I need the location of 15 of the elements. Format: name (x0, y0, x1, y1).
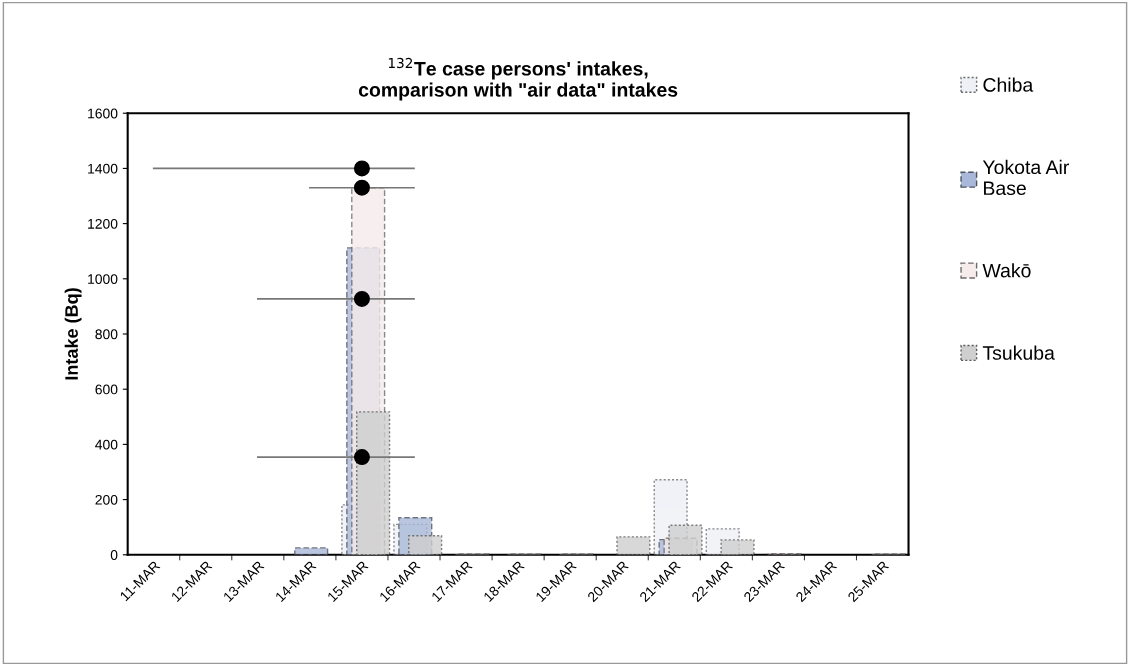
y-tick-label: 1600 (88, 108, 118, 119)
y-tick-label: 800 (95, 329, 118, 340)
legend-label: Wakō (982, 263, 1031, 278)
legend-label: Chiba (983, 77, 1034, 92)
y-tick-label: 1200 (88, 218, 118, 229)
y-tick-label: 0 (110, 550, 118, 560)
y-axis-title: Intake (Bq) (64, 288, 82, 380)
chart-title: $^{132}$Te case persons' intakes, comparison with "air data" intakes (358, 57, 678, 101)
legend-label: Tsukuba (982, 345, 1055, 360)
y-tick-label: 1000 (88, 274, 118, 284)
y-tick-label: 200 (95, 494, 118, 505)
y-tick-label: 1400 (88, 163, 118, 174)
y-tick-label: 600 (95, 384, 118, 395)
y-tick-label: 400 (95, 439, 118, 450)
legend-label: Yokota Air Base (982, 159, 1069, 196)
